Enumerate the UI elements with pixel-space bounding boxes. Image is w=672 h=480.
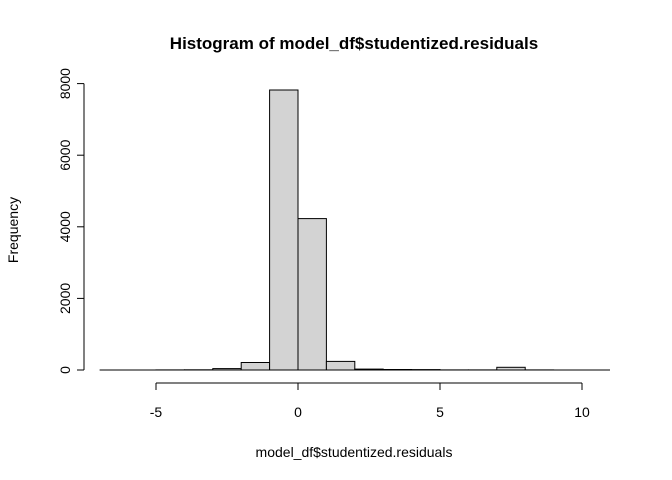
histogram-bar bbox=[240, 362, 271, 371]
y-tick-label: 8000 bbox=[57, 68, 73, 99]
histogram-bar bbox=[297, 218, 327, 371]
y-tick-label: 2000 bbox=[57, 283, 73, 314]
y-axis: 0 2000 4000 6000 8000 bbox=[57, 68, 85, 374]
chart-title: Histogram of model_df$studentized.residu… bbox=[170, 34, 538, 53]
x-tick-label: 10 bbox=[574, 404, 590, 420]
x-tick-label: 0 bbox=[294, 404, 302, 420]
bars-group bbox=[155, 89, 555, 371]
x-tick-label: -5 bbox=[150, 404, 163, 420]
x-axis-label: model_df$studentized.residuals bbox=[256, 444, 453, 460]
y-axis-label: Frequency bbox=[5, 197, 21, 263]
x-tick-label: 5 bbox=[436, 404, 444, 420]
x-axis: -5 0 5 10 bbox=[99, 369, 610, 420]
y-tick-label: 6000 bbox=[57, 139, 73, 170]
y-tick-label: 4000 bbox=[57, 211, 73, 242]
histogram-bar bbox=[269, 89, 299, 371]
histogram-bar bbox=[325, 360, 356, 371]
y-tick-label: 0 bbox=[57, 366, 73, 374]
